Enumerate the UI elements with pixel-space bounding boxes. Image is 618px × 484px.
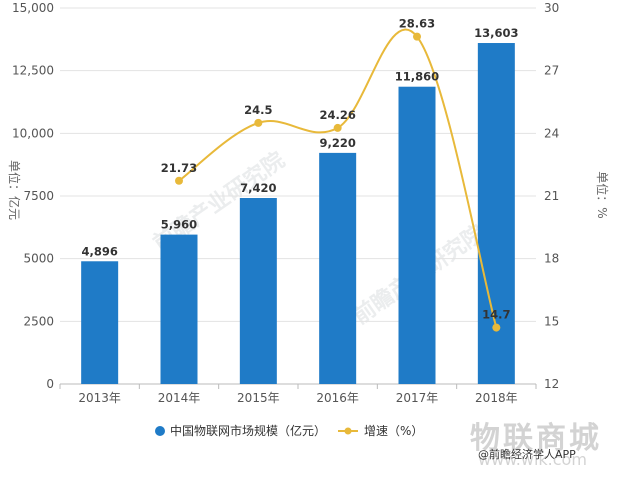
x-tick-label: 2015年 <box>237 391 280 405</box>
x-axis-ticks: 2013年 2014年 2015年 2016年 2017年 2018年 <box>59 384 537 405</box>
y-right-tick-label: 24 <box>544 126 559 140</box>
legend-line-dot <box>344 427 352 435</box>
legend: 中国物联网市场规模（亿元） 增速（%） <box>155 423 423 438</box>
left-axis-ticks: 0 2500 5000 7500 10,000 12,500 15,000 <box>12 1 54 391</box>
y-right-tick-label: 18 <box>544 252 559 266</box>
line-point <box>175 176 183 185</box>
y-tick-label: 5000 <box>23 252 54 266</box>
line-point <box>413 32 421 41</box>
y-tick-label: 12,500 <box>12 64 54 78</box>
line-value-label: 14.7 <box>482 308 510 322</box>
legend-line-label: 增速（%） <box>364 424 423 438</box>
left-axis-title: 单位：亿元 <box>7 160 22 220</box>
y-tick-label: 0 <box>46 377 54 391</box>
watermark-group: 前瞻产业研究院 前瞻产业研究院 物联商城 www.wlk.com <box>148 147 602 469</box>
bar <box>239 198 277 384</box>
x-tick-label: 2013年 <box>78 391 121 405</box>
bar <box>398 86 436 384</box>
y-right-tick-label: 27 <box>544 64 559 78</box>
gridlines <box>60 7 536 385</box>
bar-value-label: 13,603 <box>474 26 518 40</box>
legend-bar-marker <box>155 426 165 436</box>
x-tick-label: 2018年 <box>475 391 518 405</box>
bar <box>160 234 198 384</box>
bar <box>477 43 515 385</box>
line-series <box>175 28 501 332</box>
y-tick-label: 10,000 <box>12 126 54 140</box>
y-right-tick-label: 30 <box>544 1 559 15</box>
line-point <box>492 323 501 332</box>
bar-value-label: 9,220 <box>319 136 355 150</box>
x-tick-label: 2016年 <box>316 391 359 405</box>
line-point <box>254 118 263 127</box>
bar <box>81 261 119 384</box>
legend-bar-label: 中国物联网市场规模（亿元） <box>170 423 326 438</box>
bar-value-label: 5,960 <box>161 218 197 232</box>
bar-value-label: 7,420 <box>240 181 276 195</box>
y-tick-label: 2500 <box>23 314 54 328</box>
line-value-label: 24.26 <box>319 108 355 122</box>
right-axis-ticks: 12 15 18 21 24 27 30 <box>544 1 559 391</box>
y-tick-label: 7500 <box>23 189 54 203</box>
y-right-tick-label: 15 <box>544 314 559 328</box>
source-note: @前瞻经济学人APP <box>478 447 576 461</box>
bar-value-label: 11,860 <box>395 70 439 84</box>
line-data-labels: 21.73 24.5 24.26 28.63 14.7 <box>161 17 511 322</box>
bar-data-labels: 4,896 5,960 7,420 9,220 11,860 13,603 <box>81 26 518 258</box>
x-tick-label: 2017年 <box>396 391 439 405</box>
x-tick-label: 2014年 <box>158 391 201 405</box>
bar <box>319 152 357 384</box>
line-value-label: 28.63 <box>399 17 435 31</box>
y-right-tick-label: 12 <box>544 377 559 391</box>
y-tick-label: 15,000 <box>12 1 54 15</box>
bar-value-label: 4,896 <box>81 244 117 258</box>
line-value-label: 24.5 <box>244 103 272 117</box>
bar-series <box>81 43 515 385</box>
y-right-tick-label: 21 <box>544 189 559 203</box>
line-value-label: 21.73 <box>161 161 197 175</box>
watermark-brand: 物联商城 <box>470 421 602 456</box>
line-point <box>333 123 342 132</box>
right-axis-title: 单位：% <box>595 171 610 218</box>
watermark-url: www.wlk.com <box>478 450 587 469</box>
growth-line <box>178 28 498 328</box>
